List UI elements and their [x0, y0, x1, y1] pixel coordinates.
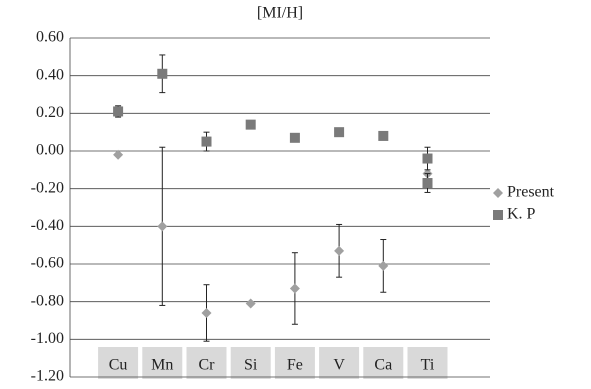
x-tick-label: Fe — [287, 357, 303, 374]
square-point — [422, 153, 433, 164]
category-box — [142, 347, 183, 379]
y-tick-label: -0.60 — [31, 255, 64, 272]
x-tick-label: Ti — [421, 357, 435, 374]
x-tick-label: Cu — [109, 357, 128, 374]
square-point — [245, 119, 256, 130]
y-tick-label: 0.20 — [36, 104, 64, 121]
y-tick-label: -1.00 — [31, 330, 64, 347]
category-box — [363, 347, 404, 379]
legend-marker — [493, 210, 503, 220]
square-point — [422, 178, 433, 189]
diamond-point — [378, 260, 389, 271]
square-point — [157, 68, 168, 79]
y-tick-label: 0.40 — [36, 66, 64, 83]
square-point — [113, 106, 124, 117]
y-tick-label: -1.20 — [31, 368, 64, 385]
x-tick-label: Mn — [151, 357, 173, 374]
diamond-point — [157, 221, 168, 232]
category-box — [230, 347, 271, 379]
diamond-point — [289, 283, 300, 294]
square-point — [201, 136, 212, 147]
category-box — [274, 347, 315, 379]
x-tick-label: V — [333, 357, 345, 374]
y-tick-label: -0.80 — [31, 292, 64, 309]
category-box — [186, 347, 227, 379]
x-tick-label: Ca — [374, 357, 392, 374]
chart-title: [MI/H] — [257, 5, 303, 22]
square-point — [378, 130, 389, 141]
diamond-point — [334, 245, 345, 256]
diamond-point — [113, 149, 124, 160]
category-box — [319, 347, 360, 379]
diamond-point — [245, 298, 256, 309]
legend-label: K. P — [507, 206, 536, 223]
square-point — [289, 132, 300, 143]
x-tick-label: Si — [244, 357, 258, 374]
x-tick-label: Cr — [199, 357, 216, 374]
y-tick-label: 0.00 — [36, 142, 64, 159]
category-box — [407, 347, 448, 379]
square-point — [334, 127, 345, 138]
legend-label: Present — [507, 184, 555, 201]
y-tick-label: 0.60 — [36, 29, 64, 46]
y-tick-label: -0.20 — [31, 179, 64, 196]
diamond-point — [201, 307, 212, 318]
category-box — [98, 347, 139, 379]
y-tick-label: -0.40 — [31, 217, 64, 234]
legend-marker — [493, 188, 503, 198]
